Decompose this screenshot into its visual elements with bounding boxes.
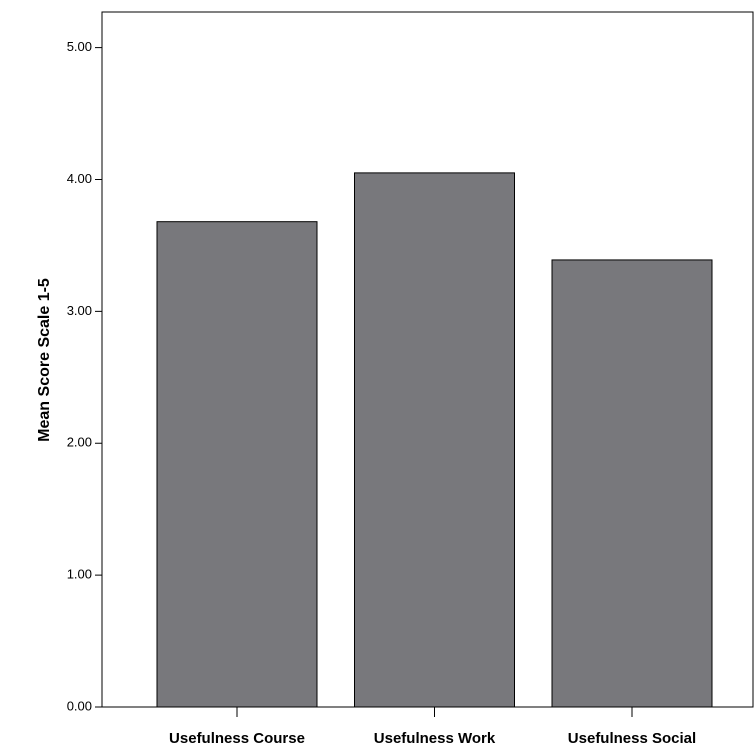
x-tick-label: Usefulness Social	[568, 730, 696, 746]
y-tick-label: 3.00	[67, 303, 92, 318]
x-tick-label: Usefulness Work	[374, 730, 496, 746]
y-tick-label: 0.00	[67, 698, 92, 713]
y-tick-label: 1.00	[67, 567, 92, 582]
y-tick-label: 4.00	[67, 171, 92, 186]
bar	[354, 172, 515, 708]
y-axis-title: Mean Score Scale 1-5	[36, 278, 53, 442]
bar	[156, 221, 318, 708]
x-tick-label: Usefulness Course	[169, 730, 305, 746]
y-tick-label: 5.00	[67, 39, 92, 54]
bar	[551, 259, 713, 708]
y-tick-label: 2.00	[67, 435, 92, 450]
